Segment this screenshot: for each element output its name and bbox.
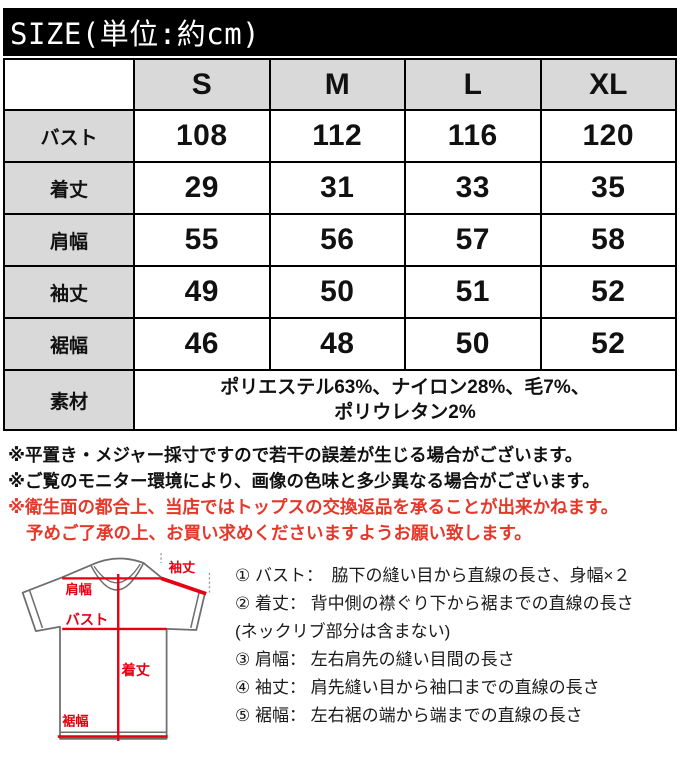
tshirt-measurement-diagram: 袖丈 肩幅 バスト 着丈 裾幅 bbox=[21, 553, 211, 742]
note-please-agree: 予めご了承の上、お買い求めくださいますようお願い致します。 bbox=[26, 523, 532, 543]
table-row-shoulder: 肩幅 55 56 57 58 bbox=[3, 213, 677, 267]
table-row-sleeve: 袖丈 49 50 51 52 bbox=[3, 265, 677, 319]
length-value-xl: 35 bbox=[539, 161, 677, 215]
sleeve-value-s: 49 bbox=[133, 265, 271, 319]
note-measurement: ※平置き・メジャー採寸ですので若干の誤差が生じる場合がございます。 bbox=[8, 445, 583, 465]
measurement-explanations: ① バスト： 脇下の縫い目から直線の長さ、身幅×２ ② 着丈： 背中側の襟ぐり下… bbox=[229, 552, 634, 752]
explanation-shoulder: ③ 肩幅： 左右肩先の縫い目間の長さ bbox=[235, 650, 515, 669]
bust-value-m: 112 bbox=[268, 109, 406, 163]
material-line-1: ポリエステル63%、ナイロン28%、毛7%、 bbox=[220, 377, 590, 398]
table-corner-cell bbox=[3, 58, 135, 111]
bust-label: バスト bbox=[66, 612, 109, 629]
hem-value-s: 46 bbox=[133, 317, 271, 371]
measurement-guide: 袖丈 肩幅 バスト 着丈 裾幅 ① バスト： 脇下の縫い目から直線の長さ、身幅×… bbox=[0, 552, 680, 752]
length-value-l: 33 bbox=[404, 161, 542, 215]
explanation-sleeve: ④ 袖丈： 肩先縫い目から袖口までの直線の長さ bbox=[235, 678, 600, 697]
table-row-material: 素材 ポリエステル63%、ナイロン28%、毛7%、 ポリウレタン2% bbox=[3, 369, 677, 431]
row-label-hem: 裾幅 bbox=[3, 317, 135, 371]
right-cuff-line bbox=[190, 590, 201, 629]
bust-value-xl: 120 bbox=[539, 109, 677, 163]
hem-width-label: 裾幅 bbox=[62, 713, 88, 729]
sleeve-value-xl: 52 bbox=[539, 265, 677, 319]
length-value-s: 29 bbox=[133, 161, 271, 215]
table-row-bust: バスト 108 112 116 120 bbox=[3, 109, 677, 163]
sleeve-length-label: 袖丈 bbox=[169, 559, 196, 575]
material-line-2: ポリウレタン2% bbox=[334, 402, 476, 423]
shoulder-value-m: 56 bbox=[268, 213, 406, 267]
size-column-header-l: L bbox=[404, 58, 542, 111]
note-no-returns: ※衛生面の都合上、当店ではトップスの交換返品を承ることが出来かねます。 bbox=[8, 497, 619, 517]
disclaimer-notes: ※平置き・メジャー採寸ですので若干の誤差が生じる場合がございます。 ※ご覧のモニ… bbox=[8, 442, 677, 546]
row-label-bust: バスト bbox=[3, 109, 135, 163]
length-value-m: 31 bbox=[268, 161, 406, 215]
explanation-hem: ⑤ 裾幅： 左右裾の端から端までの直線の長さ bbox=[235, 706, 583, 725]
size-column-header-s: S bbox=[133, 58, 271, 111]
sleeve-length-line bbox=[160, 576, 207, 596]
row-label-length: 着丈 bbox=[3, 161, 135, 215]
shoulder-value-s: 55 bbox=[133, 213, 271, 267]
row-label-material: 素材 bbox=[3, 369, 135, 431]
size-column-header-xl: XL bbox=[539, 58, 677, 111]
table-row-length: 着丈 29 31 33 35 bbox=[3, 161, 677, 215]
row-label-sleeve: 袖丈 bbox=[3, 265, 135, 319]
note-monitor: ※ご覧のモニター環境により、画像の色味と多少異なる場合がございます。 bbox=[8, 471, 600, 491]
shoulder-value-xl: 58 bbox=[539, 213, 677, 267]
explanation-length-note: (ネックリブ部分は含まない) bbox=[235, 622, 451, 641]
explanation-bust: ① バスト： 脇下の縫い目から直線の長さ、身幅×２ bbox=[235, 566, 631, 585]
hem-value-xl: 52 bbox=[539, 317, 677, 371]
row-label-shoulder: 肩幅 bbox=[3, 213, 135, 267]
hem-value-m: 48 bbox=[268, 317, 406, 371]
sleeve-value-m: 50 bbox=[268, 265, 406, 319]
size-header-band: SIZE(単位:約cm) bbox=[3, 8, 677, 56]
material-value: ポリエステル63%、ナイロン28%、毛7%、 ポリウレタン2% bbox=[133, 369, 677, 431]
sleeve-value-l: 51 bbox=[404, 265, 542, 319]
table-row-hem: 裾幅 46 48 50 52 bbox=[3, 317, 677, 371]
size-header-row: S M L XL bbox=[3, 58, 677, 111]
body-length-label: 着丈 bbox=[121, 661, 151, 679]
size-column-header-m: M bbox=[268, 58, 406, 111]
hem-value-l: 50 bbox=[404, 317, 542, 371]
left-cuff-line bbox=[28, 589, 44, 629]
bust-value-s: 108 bbox=[133, 109, 271, 163]
page-title: SIZE(単位:約cm) bbox=[10, 17, 261, 51]
shoulder-width-label: 肩幅 bbox=[66, 581, 92, 597]
bust-value-l: 116 bbox=[404, 109, 542, 163]
shoulder-value-l: 57 bbox=[404, 213, 542, 267]
explanation-length: ② 着丈： 背中側の襟ぐり下から裾までの直線の長さ bbox=[235, 594, 634, 613]
size-table: S M L XL バスト 108 112 116 120 着丈 29 31 33… bbox=[3, 58, 677, 431]
